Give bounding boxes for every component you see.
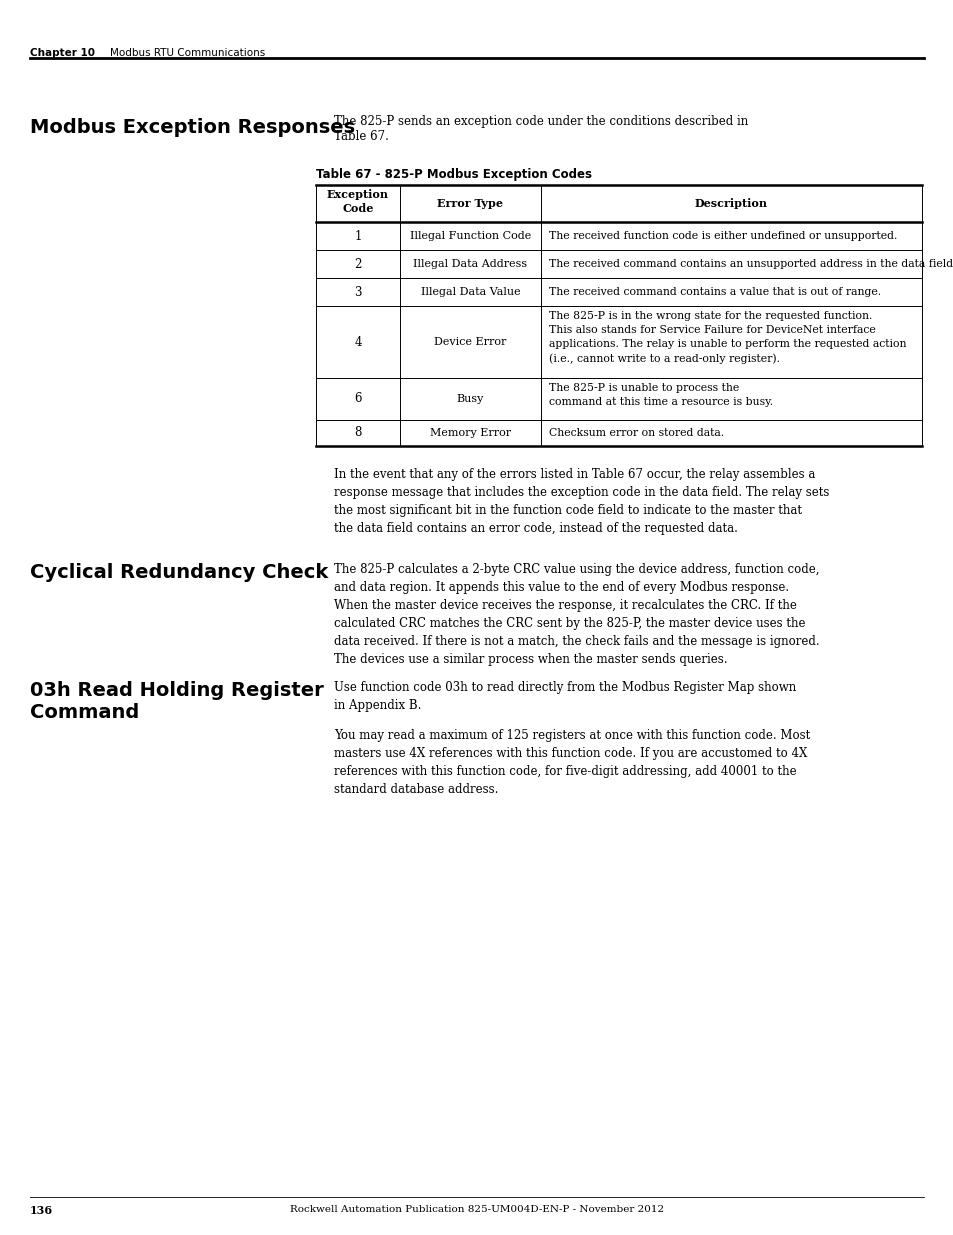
Text: 8: 8 [354, 426, 361, 440]
Text: Busy: Busy [456, 394, 484, 404]
Text: Table 67 - 825-P Modbus Exception Codes: Table 67 - 825-P Modbus Exception Codes [315, 168, 592, 182]
Text: The 825-P calculates a 2-byte CRC value using the device address, function code,: The 825-P calculates a 2-byte CRC value … [334, 563, 819, 666]
Text: Command: Command [30, 703, 139, 722]
Text: Illegal Data Value: Illegal Data Value [420, 287, 519, 296]
Text: 4: 4 [354, 336, 361, 348]
Text: Exception
Code: Exception Code [327, 189, 389, 215]
Text: Rockwell Automation Publication 825-UM004D-EN-P - November 2012: Rockwell Automation Publication 825-UM00… [290, 1205, 663, 1214]
Text: Device Error: Device Error [434, 337, 506, 347]
Text: Table 67.: Table 67. [334, 130, 389, 143]
Text: You may read a maximum of 125 registers at once with this function code. Most
ma: You may read a maximum of 125 registers … [334, 729, 809, 797]
Text: Use function code 03h to read directly from the Modbus Register Map shown
in App: Use function code 03h to read directly f… [334, 680, 796, 713]
Text: The 825-P is unable to process the
command at this time a resource is busy.: The 825-P is unable to process the comma… [548, 383, 772, 408]
Text: 1: 1 [354, 230, 361, 242]
Text: The 825-P is in the wrong state for the requested function.
This also stands for: The 825-P is in the wrong state for the … [548, 311, 905, 364]
Text: Illegal Function Code: Illegal Function Code [410, 231, 531, 241]
Text: Checksum error on stored data.: Checksum error on stored data. [548, 429, 723, 438]
Text: 03h Read Holding Register: 03h Read Holding Register [30, 680, 323, 700]
Text: Illegal Data Address: Illegal Data Address [413, 259, 527, 269]
Text: The received command contains a value that is out of range.: The received command contains a value th… [548, 287, 881, 296]
Text: Modbus RTU Communications: Modbus RTU Communications [110, 48, 265, 58]
Text: 3: 3 [354, 285, 361, 299]
Text: Description: Description [695, 198, 767, 209]
Text: Error Type: Error Type [437, 198, 503, 209]
Text: The 825-P sends an exception code under the conditions described in: The 825-P sends an exception code under … [334, 115, 747, 128]
Text: 136: 136 [30, 1205, 53, 1216]
Text: Memory Error: Memory Error [430, 429, 511, 438]
Text: Chapter 10: Chapter 10 [30, 48, 95, 58]
Text: Modbus Exception Responses: Modbus Exception Responses [30, 119, 355, 137]
Text: 2: 2 [354, 258, 361, 270]
Text: The received function code is either undefined or unsupported.: The received function code is either und… [548, 231, 897, 241]
Text: 6: 6 [354, 393, 361, 405]
Text: The received command contains an unsupported address in the data field.: The received command contains an unsuppo… [548, 259, 953, 269]
Text: In the event that any of the errors listed in Table 67 occur, the relay assemble: In the event that any of the errors list… [334, 468, 828, 535]
Text: Cyclical Redundancy Check: Cyclical Redundancy Check [30, 563, 328, 582]
